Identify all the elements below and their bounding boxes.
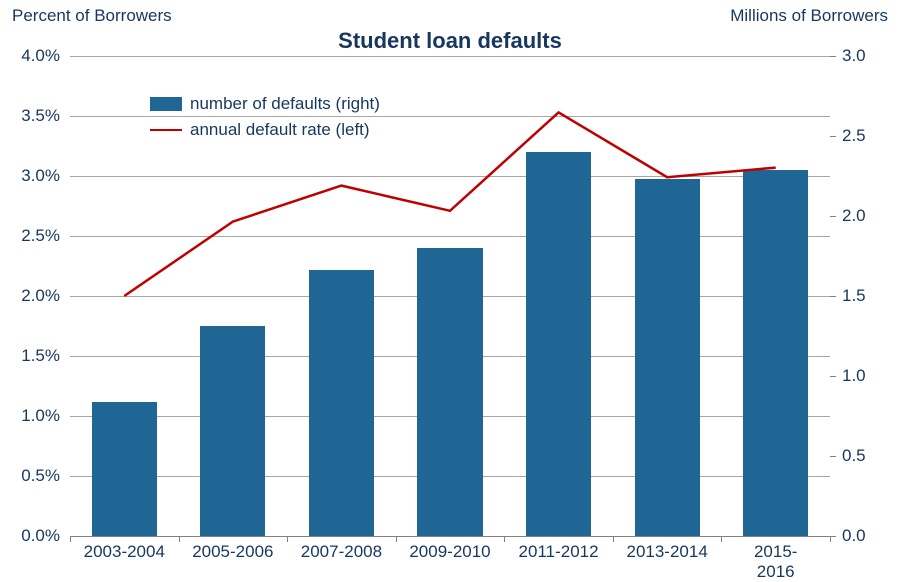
tick-mark-bottom — [396, 536, 397, 542]
bar — [200, 326, 265, 536]
y-tick-left: 3.5% — [5, 106, 60, 126]
y-tick-right: 2.0 — [842, 206, 866, 226]
x-tick-label: 2015-2016 — [749, 542, 803, 582]
legend-item: number of defaults (right) — [150, 94, 380, 114]
gridline — [70, 236, 830, 237]
x-axis-baseline — [70, 536, 830, 537]
tick-mark-bottom — [721, 536, 722, 542]
x-tick-label: 2005-2006 — [192, 542, 273, 562]
y-tick-right: 1.5 — [842, 286, 866, 306]
y-tick-left: 0.5% — [5, 466, 60, 486]
chart-title: Student loan defaults — [0, 28, 900, 54]
bar — [743, 170, 808, 536]
legend-item: annual default rate (left) — [150, 120, 380, 140]
y-tick-left: 3.0% — [5, 166, 60, 186]
y-tick-left: 4.0% — [5, 46, 60, 66]
x-tick-label: 2003-2004 — [84, 542, 165, 562]
tick-mark-right — [830, 56, 836, 57]
bar — [526, 152, 591, 536]
y-tick-left: 1.0% — [5, 406, 60, 426]
legend-label: annual default rate (left) — [190, 120, 370, 140]
tick-mark-right — [830, 296, 836, 297]
legend-swatch-bar — [150, 97, 182, 111]
y-tick-left: 2.0% — [5, 286, 60, 306]
x-tick-label: 2011-2012 — [519, 542, 599, 562]
y-tick-right: 1.0 — [842, 366, 866, 386]
bar — [309, 270, 374, 536]
gridline — [70, 176, 830, 177]
y-axis-title-right: Millions of Borrowers — [730, 6, 888, 26]
tick-mark-right — [830, 456, 836, 457]
y-tick-right: 0.5 — [842, 446, 866, 466]
y-tick-left: 1.5% — [5, 346, 60, 366]
gridline — [70, 56, 830, 57]
bar — [635, 179, 700, 536]
tick-mark-right — [830, 216, 836, 217]
legend-swatch-line — [150, 129, 182, 131]
y-tick-right: 2.5 — [842, 126, 866, 146]
bar — [92, 402, 157, 536]
legend-label: number of defaults (right) — [190, 94, 380, 114]
y-tick-right: 0.0 — [842, 526, 866, 546]
y-axis-title-left: Percent of Borrowers — [12, 6, 172, 26]
tick-mark-right — [830, 376, 836, 377]
bar — [417, 248, 482, 536]
tick-mark-bottom — [504, 536, 505, 542]
x-tick-label: 2007-2008 — [301, 542, 382, 562]
y-tick-right: 3.0 — [842, 46, 866, 66]
tick-mark-bottom — [830, 536, 831, 542]
y-tick-left: 2.5% — [5, 226, 60, 246]
legend: number of defaults (right) annual default… — [150, 94, 380, 146]
tick-mark-bottom — [70, 536, 71, 542]
tick-mark-bottom — [287, 536, 288, 542]
y-tick-left: 0.0% — [5, 526, 60, 546]
tick-mark-bottom — [613, 536, 614, 542]
tick-mark-bottom — [179, 536, 180, 542]
tick-mark-right — [830, 136, 836, 137]
x-tick-label: 2009-2010 — [409, 542, 490, 562]
x-tick-label: 2013-2014 — [626, 542, 707, 562]
